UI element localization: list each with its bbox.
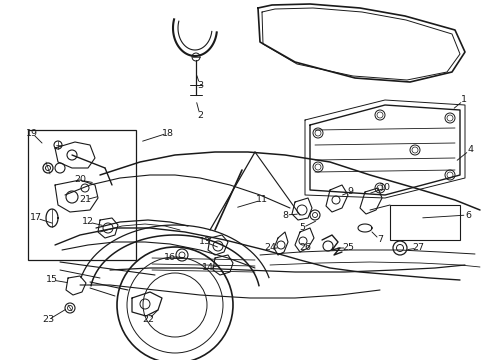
Text: 15: 15 (46, 275, 58, 284)
Text: 1: 1 (460, 95, 466, 104)
Text: 9: 9 (346, 188, 352, 197)
Text: 21: 21 (79, 195, 91, 204)
Text: 8: 8 (282, 211, 287, 220)
Text: 14: 14 (202, 264, 214, 273)
Bar (389, 205, 459, 240)
Text: 16: 16 (163, 253, 176, 262)
Text: 10: 10 (378, 184, 390, 193)
Text: 3: 3 (197, 81, 203, 90)
Text: 4: 4 (466, 145, 472, 154)
Text: 25: 25 (341, 243, 353, 252)
Text: 19: 19 (26, 129, 38, 138)
Text: 22: 22 (142, 315, 154, 324)
Text: 26: 26 (298, 243, 310, 252)
Text: 12: 12 (82, 217, 94, 226)
Text: 24: 24 (264, 243, 275, 252)
Text: 6: 6 (464, 211, 470, 220)
Text: 18: 18 (162, 129, 174, 138)
Text: 11: 11 (256, 195, 267, 204)
Text: 20: 20 (74, 175, 86, 184)
Text: 2: 2 (197, 111, 203, 120)
Text: 23: 23 (42, 315, 54, 324)
Text: 13: 13 (199, 238, 211, 247)
Bar (28, 130, 136, 260)
Text: 7: 7 (376, 235, 382, 244)
Text: 5: 5 (298, 224, 305, 233)
Text: 27: 27 (411, 243, 423, 252)
Text: 17: 17 (30, 213, 42, 222)
